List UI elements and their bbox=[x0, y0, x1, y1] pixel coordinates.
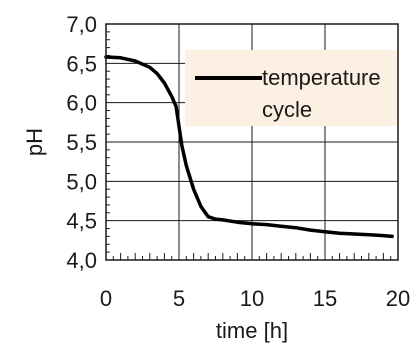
y-tick-label: 7,0 bbox=[66, 12, 97, 37]
x-tick-label: 15 bbox=[313, 286, 337, 311]
legend-label-line2: cycle bbox=[262, 97, 312, 122]
legend-background bbox=[185, 50, 398, 126]
y-tick-label: 6,0 bbox=[66, 91, 97, 116]
series-line bbox=[104, 55, 394, 239]
x-axis-title: time [h] bbox=[216, 318, 288, 343]
series bbox=[104, 55, 394, 239]
x-tick-label: 0 bbox=[100, 286, 112, 311]
y-tick-label: 5,5 bbox=[66, 130, 97, 155]
legend-label-line1: temperature bbox=[262, 65, 381, 90]
y-tick-label: 6,5 bbox=[66, 51, 97, 76]
y-tick-label: 5,0 bbox=[66, 169, 97, 194]
y-tick-label: 4,5 bbox=[66, 209, 97, 234]
y-tick-labels: 4,0 4,5 5,0 5,5 6,0 6,5 7,0 bbox=[66, 12, 97, 273]
x-tick-label: 20 bbox=[386, 286, 410, 311]
x-tick-labels: 0 5 10 15 20 bbox=[100, 286, 410, 311]
plot-frame bbox=[105, 23, 399, 261]
y-tick-label: 4,0 bbox=[66, 248, 97, 273]
legend: temperature cycle bbox=[185, 50, 398, 126]
y-axis-title: pH bbox=[22, 128, 47, 156]
x-tick-label: 5 bbox=[173, 286, 185, 311]
x-tick-label: 10 bbox=[240, 286, 264, 311]
